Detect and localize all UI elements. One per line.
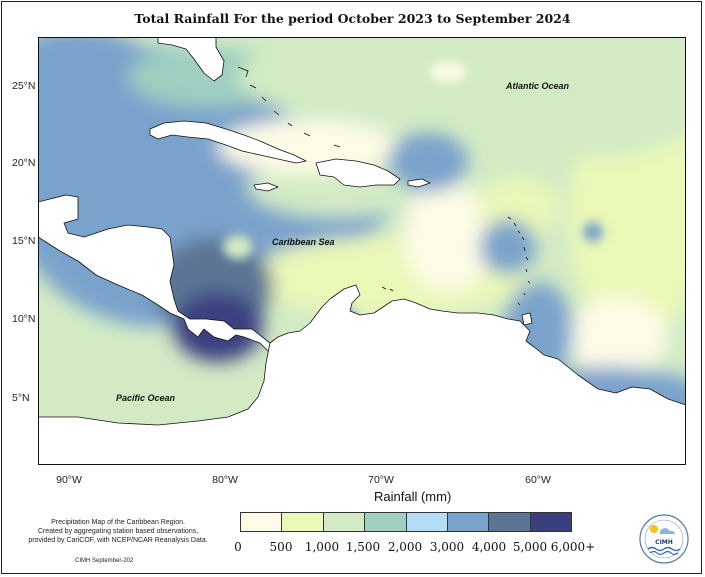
footnote-line: Created by aggregating station based obs… <box>37 528 199 535</box>
lon-label-70w: 70°W <box>368 474 394 486</box>
puerto-rico <box>407 178 431 188</box>
label-caribbean-sea: Caribbean Sea <box>272 237 335 247</box>
central-america <box>38 194 277 354</box>
credit-text: CIMH September-202 <box>75 558 134 564</box>
legend-swatch-7 <box>489 513 531 531</box>
legend-colorbar <box>240 512 572 532</box>
sun-icon <box>650 525 658 533</box>
footnote: Precipitation Map of the Caribbean Regio… <box>18 518 218 545</box>
lat-label-20n: 20°N <box>12 157 36 169</box>
map-title: Total Rainfall For the period October 20… <box>134 11 571 26</box>
legend-tick: 2,000 <box>387 540 423 554</box>
legend-tick: 0 <box>234 540 242 554</box>
south-america <box>38 284 686 465</box>
legend-tick: 5,000 <box>512 540 548 554</box>
legend-swatch-5 <box>406 513 448 531</box>
footnote-line: provided by CariCOF, with NCEP/NCAR Rean… <box>28 537 208 544</box>
lon-label-80w: 80°W <box>212 474 238 486</box>
lon-label-60w: 60°W <box>525 474 551 486</box>
cuba <box>149 120 307 164</box>
lat-label-25n: 25°N <box>12 80 36 92</box>
legend-swatch-6 <box>447 513 490 531</box>
land <box>38 37 686 465</box>
lat-label-15n: 15°N <box>12 235 36 247</box>
legend-swatch-4 <box>365 513 407 531</box>
rainfall-map <box>38 37 686 465</box>
lat-label-5n: 5°N <box>12 392 30 404</box>
jamaica <box>253 182 279 192</box>
legend-tick: 6,000+ <box>550 540 596 554</box>
label-pacific-ocean: Pacific Ocean <box>116 393 176 403</box>
footnote-line: Precipitation Map of the Caribbean Regio… <box>51 519 185 526</box>
legend-tick: 1,500 <box>345 540 381 554</box>
florida <box>157 37 225 82</box>
lon-label-90w: 90°W <box>56 474 82 486</box>
legend-tick: 3,000 <box>429 540 465 554</box>
hispaniola <box>315 158 401 188</box>
legend-swatch-2 <box>282 513 324 531</box>
label-atlantic-ocean: Atlantic Ocean <box>506 81 570 91</box>
legend-tick: 500 <box>269 540 293 554</box>
lat-label-10n: 10°N <box>12 313 36 325</box>
cimh-logo: CIMH <box>638 513 690 565</box>
logo-text: CIMH <box>655 539 673 546</box>
legend-tick: 4,000 <box>471 540 507 554</box>
legend-swatch-1 <box>241 513 283 531</box>
legend-title: Rainfall (mm) <box>374 489 452 504</box>
trinidad <box>521 312 533 326</box>
legend-tick: 1,000 <box>304 540 340 554</box>
lesser-antilles <box>237 66 531 306</box>
legend-swatch-8 <box>530 513 571 531</box>
legend-swatch-3 <box>323 513 366 531</box>
